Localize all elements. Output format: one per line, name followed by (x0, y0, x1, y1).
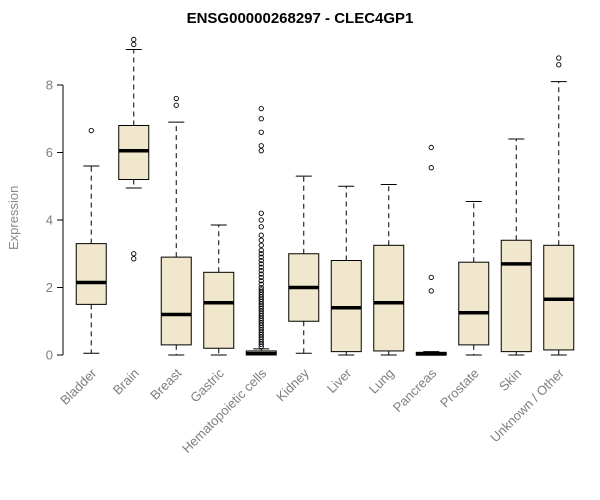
box-rect (373, 244, 405, 352)
outlier-point (428, 144, 434, 151)
box-rect (160, 256, 192, 346)
x-category-label: Prostate (437, 366, 482, 411)
x-category-label: Breast (147, 365, 184, 402)
outlier-point (258, 257, 264, 264)
outlier-point (258, 247, 264, 254)
outlier-point (258, 143, 264, 149)
outlier-point (258, 237, 264, 243)
outlier-point (258, 274, 264, 281)
box-group-prostate: Prostate (437, 200, 490, 411)
outlier-point (258, 242, 264, 248)
outlier-point (428, 288, 434, 294)
box-group-skin: Skin (496, 138, 532, 394)
outlier-point (258, 251, 264, 257)
outlier-point (258, 105, 264, 112)
outlier-point (258, 210, 264, 216)
outlier-point (428, 165, 434, 171)
box-group-brain: Brain (110, 36, 150, 398)
x-category-label: Bladder (57, 365, 100, 408)
x-category-label: Hematopoietic cells (179, 365, 270, 456)
chart-title: ENSG00000268297 - CLEC4GP1 (186, 10, 414, 27)
outlier-point (258, 261, 264, 267)
box-group-gastric: Gastric (187, 224, 235, 405)
outlier-point (428, 274, 434, 281)
x-category-label: Gastric (187, 365, 227, 405)
y-tick-label: 8 (46, 78, 53, 93)
outlier-point (258, 116, 264, 122)
x-category-label: Lung (366, 366, 397, 397)
y-tick-label: 2 (46, 280, 53, 295)
x-category-label: Skin (496, 366, 524, 394)
outlier-point (556, 62, 562, 68)
outlier-point (258, 148, 264, 154)
outlier-point (173, 102, 179, 108)
outlier-point (258, 254, 264, 260)
box-rect (500, 239, 532, 353)
outlier-point (131, 36, 137, 43)
box-group-bladder: Bladder (57, 127, 107, 408)
outlier-point (258, 287, 264, 293)
outlier-point (258, 232, 264, 238)
y-tick-label: 4 (46, 213, 53, 228)
box-group-liver: Liver (324, 185, 362, 396)
outlier-point (131, 251, 137, 257)
box-group-breast: Breast (147, 95, 192, 403)
box-rect (458, 261, 490, 346)
x-category-label: Unknown / Other (487, 365, 567, 445)
outlier-point (258, 224, 264, 230)
outlier-point (88, 127, 94, 134)
outlier-point (258, 278, 264, 284)
box-group-lung: Lung (366, 184, 405, 397)
outlier-point (258, 271, 264, 277)
x-category-label: Brain (110, 366, 142, 398)
outlier-point (258, 267, 264, 274)
outlier-point (258, 217, 264, 223)
box-group-kidney: Kidney (273, 175, 320, 404)
outlier-point (258, 284, 264, 291)
y-tick-label: 6 (46, 145, 53, 160)
outlier-point (131, 256, 137, 262)
outlier-point (556, 55, 562, 61)
outlier-point (258, 264, 264, 270)
outlier-point (258, 129, 264, 135)
box-rect (203, 271, 235, 349)
x-category-label: Liver (324, 365, 355, 396)
y-tick-label: 0 (46, 348, 53, 363)
x-category-label: Pancreas (390, 365, 440, 415)
outlier-point (173, 95, 179, 102)
x-category-label: Kidney (273, 365, 312, 404)
outlier-point (131, 41, 137, 48)
box-rect (75, 243, 107, 305)
outlier-point (258, 281, 264, 287)
